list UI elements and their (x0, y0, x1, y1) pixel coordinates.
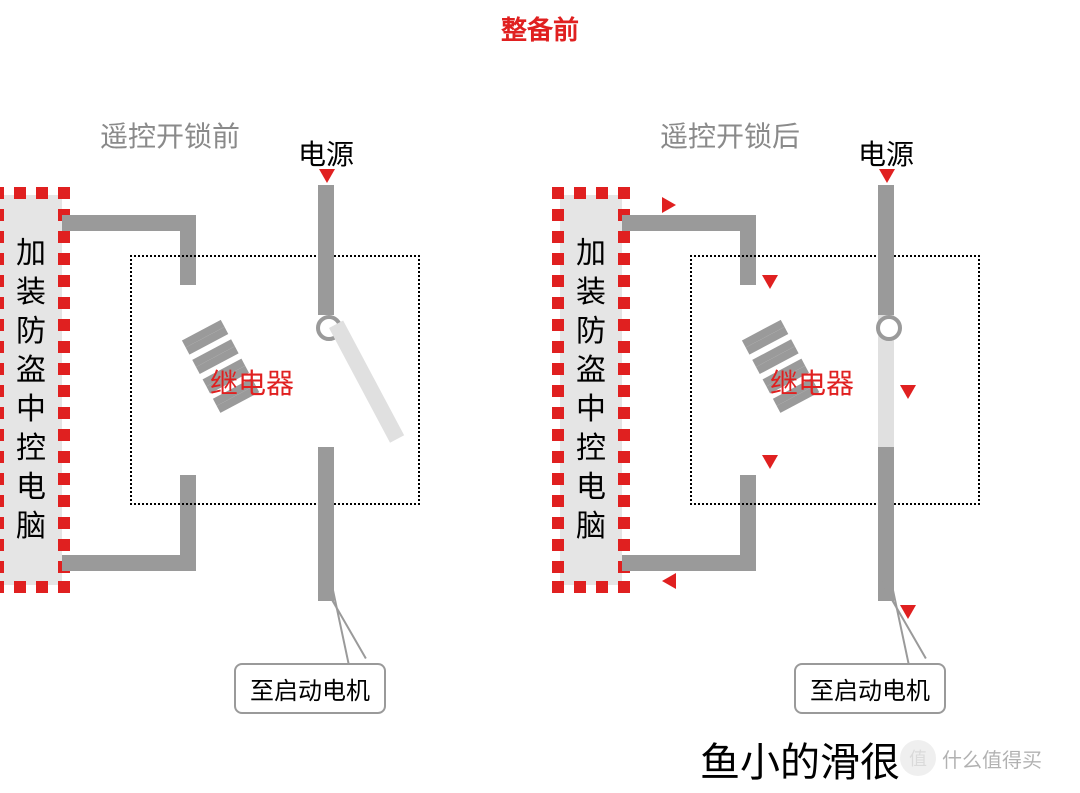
power-bar-top (878, 185, 894, 315)
relay-label: 继电器 (210, 362, 294, 402)
flow-arrow-icon (762, 455, 778, 469)
switch-pivot (876, 315, 902, 341)
watermark: 值 什么值得买 (900, 740, 1042, 776)
diagram-left: 遥控开锁前 加装防盗中控电脑 电源 继电器 至启动电机 (0, 115, 490, 655)
wire-bot-h (622, 555, 756, 571)
watermark-text: 什么值得买 (942, 744, 1042, 773)
flow-arrow-icon (900, 385, 916, 399)
power-arrow-icon (319, 169, 335, 183)
page-title: 整备前 (0, 10, 1080, 47)
power-label: 电源 (298, 133, 354, 173)
power-bar-bottom (318, 447, 334, 601)
flow-arrow-icon (762, 275, 778, 289)
author-signature: 鱼小的滑很 (700, 730, 900, 788)
power-label: 电源 (858, 133, 914, 173)
power-bar-top (318, 185, 334, 315)
wire-top-h (622, 215, 756, 231)
power-bar-bottom (878, 447, 894, 601)
motor-callout: 至启动电机 (234, 663, 386, 714)
power-arrow-icon (879, 169, 895, 183)
module-label: 加装防盗中控电脑 (566, 201, 616, 579)
diagram-right: 遥控开锁后 加装防盗中控电脑 电源 继电器 至启动电机 (560, 115, 1050, 655)
subtitle-left: 遥控开锁前 (100, 115, 240, 155)
watermark-badge-icon: 值 (900, 740, 936, 776)
flow-arrow-icon (662, 573, 676, 589)
flow-arrow-icon (662, 197, 676, 213)
wire-top-h (62, 215, 196, 231)
relay-label: 继电器 (770, 362, 854, 402)
subtitle-right: 遥控开锁后 (660, 115, 800, 155)
wire-bot-h (62, 555, 196, 571)
module-label: 加装防盗中控电脑 (6, 201, 56, 579)
motor-callout: 至启动电机 (794, 663, 946, 714)
